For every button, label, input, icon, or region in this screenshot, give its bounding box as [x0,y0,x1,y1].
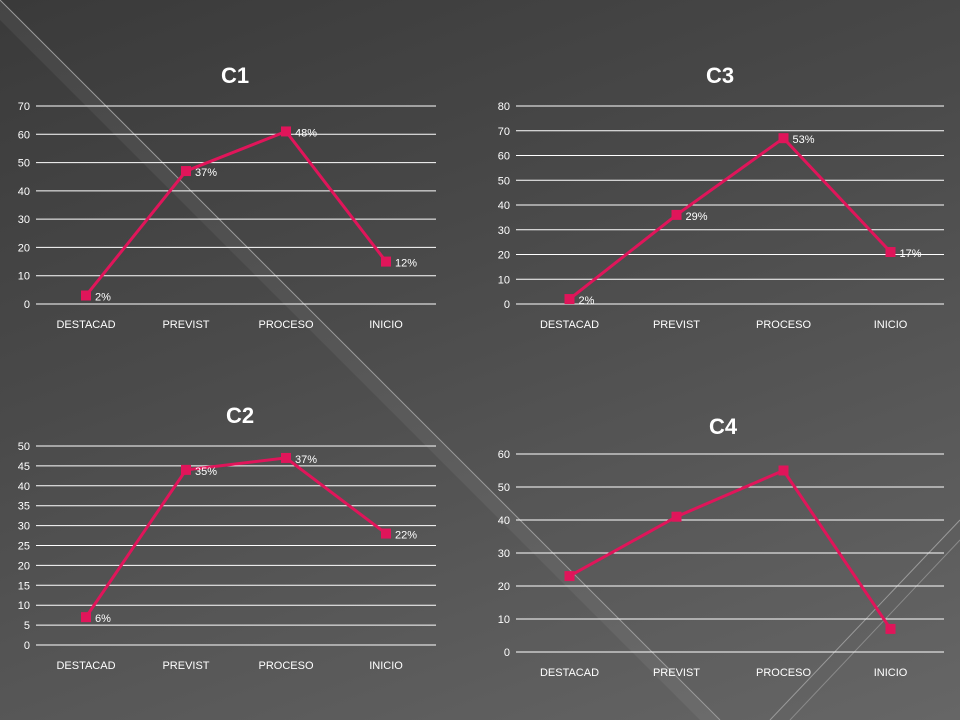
x-tick-label: DESTACAD [540,319,599,331]
data-label: 22% [395,530,417,542]
x-tick-label: PREVIST [653,667,700,679]
data-label: 53% [793,134,815,146]
x-tick-label: INICIO [369,319,403,331]
x-tick-label: PREVIST [162,660,209,672]
x-tick-label: INICIO [369,660,403,672]
data-point [381,528,391,539]
y-tick-label: 0 [24,299,30,311]
y-tick-label: 80 [498,101,510,113]
y-tick-label: 40 [18,186,30,198]
y-tick-label: 10 [18,600,30,612]
y-tick-label: 20 [18,242,30,254]
y-tick-label: 0 [504,299,510,311]
y-tick-label: 0 [504,647,510,659]
data-point [181,166,191,177]
x-tick-label: INICIO [874,667,908,679]
data-point [885,247,896,258]
data-point [181,464,191,475]
data-point [281,126,291,137]
x-tick-label: PREVIST [162,319,209,331]
data-label: 37% [195,167,217,179]
data-label: 12% [395,258,417,270]
y-tick-label: 25 [18,541,30,553]
x-tick-label: DESTACAD [56,319,115,331]
y-tick-label: 40 [18,481,30,493]
y-tick-label: 40 [498,515,510,527]
x-tick-label: PROCESO [756,319,811,331]
series-line [568,136,892,301]
x-tick-label: PROCESO [258,660,313,672]
chart-title-c4: C4 [708,414,738,439]
y-tick-label: 60 [498,151,510,163]
y-tick-label: 35 [18,501,30,513]
data-point [778,133,789,144]
y-tick-label: 60 [498,449,510,461]
data-label: 35% [195,466,217,478]
diagonal-line-1 [0,0,721,720]
data-point [778,465,789,476]
data-label: 17% [900,248,922,260]
y-tick-label: 60 [18,129,30,141]
data-point [564,571,575,582]
data-point [885,623,896,634]
y-tick-label: 50 [498,482,510,494]
series-line [84,129,388,297]
data-label: 48% [295,127,317,139]
y-tick-label: 10 [18,271,30,283]
y-tick-label: 50 [18,158,30,170]
data-point [81,290,91,301]
y-tick-label: 5 [24,620,30,632]
y-tick-label: 0 [24,640,30,652]
y-tick-label: 30 [18,214,30,226]
y-tick-label: 70 [18,101,30,113]
data-point [564,294,575,305]
y-tick-label: 40 [498,200,510,212]
data-point [671,511,682,522]
y-tick-label: 30 [498,548,510,560]
y-tick-label: 30 [18,521,30,533]
x-tick-label: PREVIST [653,319,700,331]
series-line [84,456,387,618]
y-tick-label: 50 [498,175,510,187]
y-tick-label: 10 [498,614,510,626]
series-line [568,468,892,630]
chart-title-c2: C2 [225,403,255,428]
data-point [671,209,682,220]
x-tick-label: DESTACAD [56,660,115,672]
x-tick-label: DESTACAD [540,667,599,679]
diagonal-line-3 [789,539,960,720]
y-tick-label: 70 [498,126,510,138]
data-point [381,256,391,267]
data-point [281,452,291,463]
data-label: 6% [95,613,111,625]
y-tick-label: 50 [18,441,30,453]
y-tick-label: 10 [498,274,510,286]
y-tick-label: 20 [498,581,510,593]
y-tick-label: 15 [18,580,30,592]
x-tick-label: PROCESO [756,667,811,679]
y-tick-label: 20 [18,560,30,572]
y-tick-label: 30 [498,225,510,237]
y-tick-label: 20 [498,250,510,262]
x-tick-label: INICIO [874,319,908,331]
x-tick-label: PROCESO [258,319,313,331]
chart-title-c1: C1 [220,63,250,88]
y-tick-label: 45 [18,461,30,473]
data-label: 2% [95,292,111,304]
chart-title-c3: C3 [705,63,735,88]
data-label: 37% [295,454,317,466]
data-label: 29% [686,211,708,223]
data-label: 2% [579,295,595,307]
data-point [81,612,91,623]
